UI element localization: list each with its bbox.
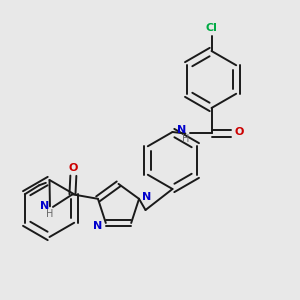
Text: N: N: [40, 201, 49, 211]
Text: N: N: [142, 192, 152, 202]
Text: N: N: [93, 221, 103, 231]
Text: O: O: [234, 127, 244, 137]
Text: H: H: [46, 209, 53, 219]
Text: N: N: [177, 125, 186, 135]
Text: Cl: Cl: [206, 23, 218, 33]
Text: O: O: [69, 163, 78, 172]
Text: H: H: [182, 134, 190, 144]
